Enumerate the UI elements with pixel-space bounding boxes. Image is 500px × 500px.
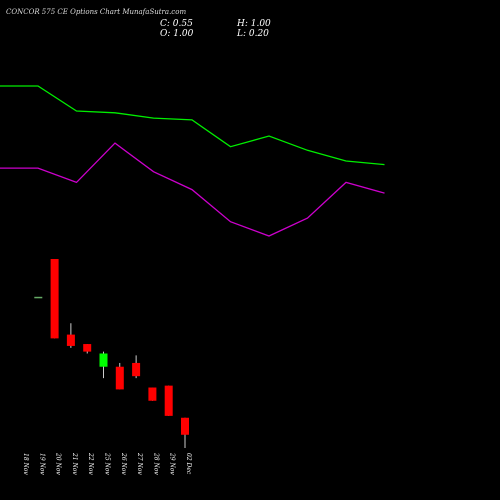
candle-body	[99, 353, 108, 367]
close-value: C: 0.55	[160, 19, 193, 29]
candle-body	[50, 259, 59, 339]
candle-25-nov	[99, 351, 108, 379]
x-tick-label: 25 Nov	[104, 452, 111, 475]
x-tick-label: 29 Nov	[169, 452, 176, 475]
candle-26-nov	[115, 362, 124, 390]
x-tick-label: 18 Nov	[22, 453, 29, 475]
candle-02-dec	[181, 417, 189, 448]
x-tick-label: 26 Nov	[120, 452, 127, 475]
candle-20-nov	[50, 259, 59, 339]
series-line-green	[0, 85, 385, 166]
candle-body	[181, 417, 189, 435]
x-tick-label: 20 Nov	[55, 452, 62, 475]
candle-body	[132, 362, 141, 377]
low-value: L: 0.20	[237, 29, 269, 39]
candle-22-nov	[83, 344, 92, 354]
x-tick-label: 21 Nov	[71, 452, 78, 475]
candle-body	[164, 385, 173, 416]
high-value: H: 1.00	[237, 19, 271, 29]
x-axis-labels: 18 Nov 19 Nov 20 Nov 21 Nov 22 Nov 25 Nov 26 N…	[22, 452, 192, 475]
chart-title: CONCOR 575 CE Options Chart MunafaSutra.…	[6, 8, 187, 16]
series-line-magenta	[0, 142, 385, 237]
x-tick-label: 19 Nov	[38, 453, 45, 475]
candle-29-nov	[164, 385, 173, 416]
x-tick-label: 22 Nov	[87, 452, 94, 475]
candle-body	[66, 334, 75, 346]
candle-21-nov	[66, 323, 75, 348]
indicator-lines	[0, 85, 385, 237]
x-tick-label: 27 Nov	[136, 452, 143, 475]
x-tick-label: 28 Nov	[152, 452, 159, 475]
candle-27-nov	[132, 355, 141, 379]
candle-body	[83, 344, 92, 352]
candle-19-nov	[34, 296, 43, 299]
candle-body	[34, 296, 43, 299]
candle-body	[115, 366, 124, 390]
candle-28-nov	[148, 387, 157, 401]
candle-body	[148, 387, 157, 401]
open-value: O: 1.00	[160, 29, 194, 39]
x-tick-label: 02 Dec	[185, 453, 192, 475]
candles	[34, 259, 189, 448]
